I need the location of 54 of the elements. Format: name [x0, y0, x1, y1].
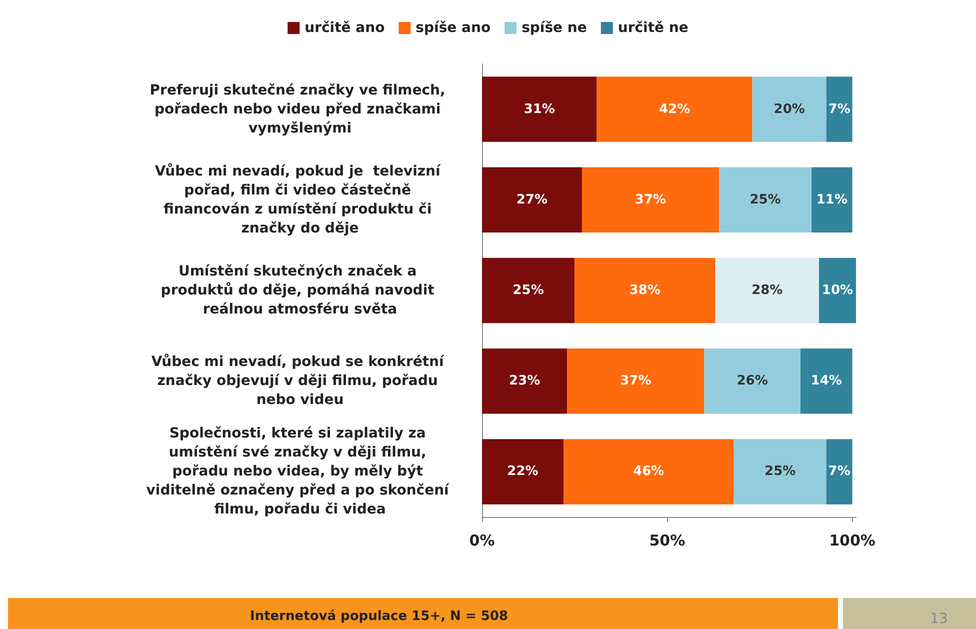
bar — [563, 439, 734, 504]
bar — [704, 348, 800, 414]
data-label: 46% — [633, 464, 664, 480]
data-label: 10% — [822, 283, 854, 298]
data-label: 14% — [810, 374, 842, 389]
data-label: 25% — [750, 192, 781, 208]
data-label: 37% — [620, 374, 652, 389]
bar — [482, 167, 582, 233]
data-label: 28% — [752, 283, 783, 298]
data-label: 7% — [828, 102, 850, 117]
bar — [826, 439, 852, 504]
data-label: 23% — [509, 374, 540, 389]
bar — [482, 439, 564, 504]
bar — [826, 76, 852, 142]
x-tick-label: 100% — [829, 532, 876, 550]
bar — [734, 439, 826, 504]
data-label: 38% — [629, 283, 660, 298]
y-tick-label: Umístění skutečných značek a produktů do děje, pomáhá navodit reálnou atmosféru světa — [160, 264, 440, 318]
y-tick-label: Vůbec mi nevadí, pokud se konkrétní značky objevují v ději filmu, pořadu nebo videu — [151, 353, 449, 408]
data-label: 7% — [828, 464, 850, 480]
data-label: 22% — [507, 464, 538, 480]
y-tick-label: Preferuji skutečné značky ve filmech, pořadech nebo videu před značkami vymyšlenými — [150, 82, 450, 136]
data-label: 26% — [736, 374, 768, 389]
bar — [567, 348, 704, 414]
data-label: 31% — [524, 102, 555, 117]
bar — [818, 258, 856, 324]
bar — [752, 76, 826, 142]
data-label: 11% — [816, 192, 848, 208]
bar — [482, 76, 597, 142]
legend-label: určitě ano — [304, 20, 386, 36]
text: 13 — [930, 611, 948, 627]
legend-label: spíše ne — [522, 20, 587, 36]
bar — [715, 258, 819, 324]
bar — [574, 258, 716, 324]
data-label: 20% — [774, 102, 805, 117]
data-label: 37% — [634, 192, 666, 208]
bar — [582, 167, 719, 233]
data-label: 25% — [512, 283, 544, 298]
bar — [718, 167, 812, 233]
legend-label: určitě ne — [618, 20, 688, 36]
data-label: 25% — [764, 464, 796, 480]
bar — [482, 258, 575, 324]
x-tick-label: 0% — [469, 532, 495, 550]
bar — [596, 76, 752, 142]
y-tick-label: Vůbec mi nevadí, pokud je televizní pořad, film či video částečně financován z umístění produktu či značky do děje — [154, 162, 446, 236]
data-label: 42% — [658, 102, 690, 117]
bar — [812, 167, 852, 233]
bar — [482, 348, 568, 414]
data-label: 27% — [516, 192, 548, 208]
bar — [800, 348, 852, 414]
y-tick-label: Společnosti, které si zaplatily za umístění své značky v ději filmu, pořadu nebo videa, by měly být viditelně označeny před a po skončení filmu, pořadu či videa — [146, 426, 454, 518]
x-tick-label: 50% — [649, 532, 686, 550]
text: Internetová populace 15+, N = 508 — [250, 609, 508, 624]
legend-label: spíše ano — [416, 20, 491, 36]
